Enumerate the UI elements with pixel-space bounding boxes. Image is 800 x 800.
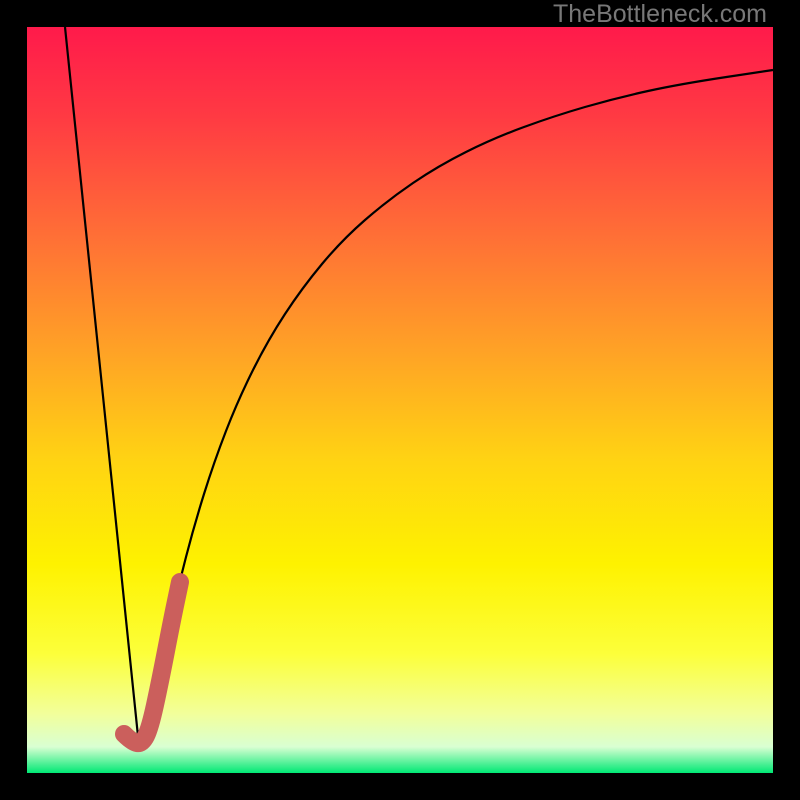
curve-highlight-hook [124,582,180,743]
curve-right-log-curve [146,70,773,746]
chart-curves-layer [0,0,800,800]
curve-left-descending-line [65,27,139,746]
watermark-text: TheBottleneck.com [553,0,767,29]
chart-outer-frame: TheBottleneck.com [0,0,800,800]
chart-plot-area [27,27,773,773]
